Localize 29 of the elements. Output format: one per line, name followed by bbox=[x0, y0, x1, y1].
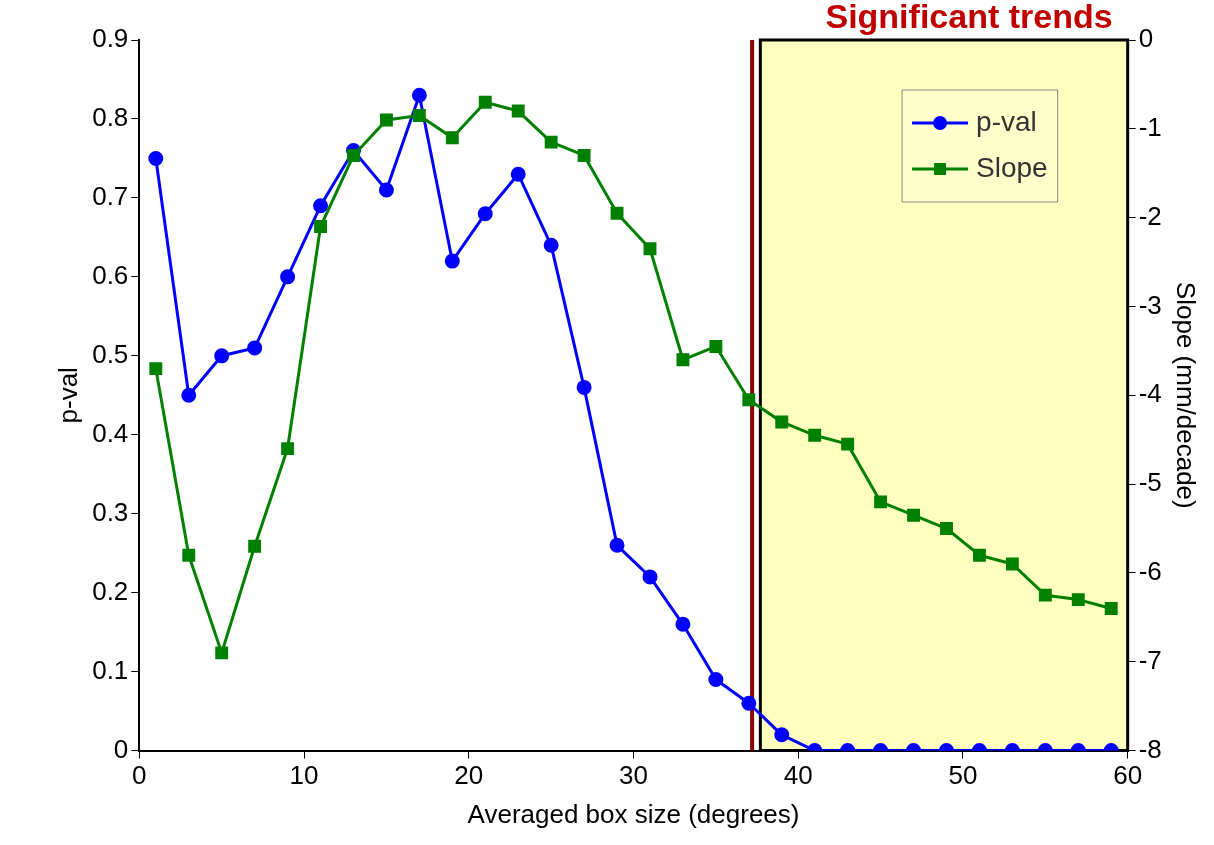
y-axis-title: p-val bbox=[52, 367, 83, 424]
y-tick-label: 0.9 bbox=[92, 23, 129, 54]
y-tick-label: 0.2 bbox=[92, 575, 129, 606]
band-label: Significant trends bbox=[825, 0, 1113, 36]
y-tick-label: 0.8 bbox=[92, 102, 129, 133]
y-tick-label: 0.3 bbox=[92, 496, 129, 527]
y-tick-label: 0 bbox=[113, 733, 129, 764]
y-tick-label: 0.4 bbox=[92, 417, 129, 448]
y2-tick-label: -7 bbox=[1138, 644, 1162, 675]
x-tick-label: 50 bbox=[948, 760, 978, 791]
y2-tick-label: -2 bbox=[1138, 200, 1162, 231]
legend-label: p-val bbox=[976, 105, 1037, 137]
y2-tick-label: -5 bbox=[1138, 467, 1162, 498]
legend-label: Slope bbox=[976, 151, 1048, 183]
y-tick-label: 0.7 bbox=[92, 181, 129, 212]
x-tick-label: 30 bbox=[619, 760, 648, 791]
y-tick-label: 0.6 bbox=[92, 260, 129, 291]
x-tick-label: 20 bbox=[454, 760, 484, 791]
y2-axis-title: Slope (mm/decade) bbox=[1171, 281, 1202, 509]
y2-tick-label: -4 bbox=[1138, 378, 1162, 409]
y2-tick-label: -6 bbox=[1138, 556, 1162, 587]
x-axis-title: Averaged box size (degrees) bbox=[467, 798, 800, 829]
y-tick-label: 0.5 bbox=[92, 338, 129, 369]
y-tick-label: 0.1 bbox=[92, 654, 129, 685]
y2-tick-label: -3 bbox=[1138, 289, 1162, 320]
x-tick-label: 40 bbox=[783, 760, 813, 791]
y2-tick-label: 0 bbox=[1138, 23, 1154, 54]
x-tick-label: 10 bbox=[289, 760, 319, 791]
y2-tick-label: -1 bbox=[1138, 112, 1162, 142]
